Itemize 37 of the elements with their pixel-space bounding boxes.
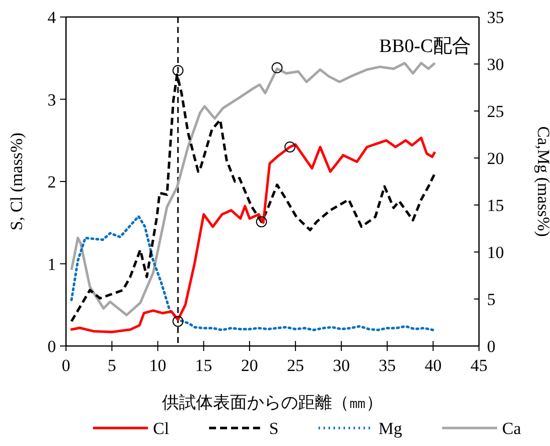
x-tick-label: 0 xyxy=(62,356,70,375)
x-tick-label: 40 xyxy=(424,356,442,375)
point xyxy=(172,64,184,76)
y2-tick-label: 10 xyxy=(487,243,504,262)
x-tick-label: 25 xyxy=(286,356,304,375)
y-tick-label: 0 xyxy=(48,337,56,356)
y-tick-label: 3 xyxy=(48,90,56,110)
y-tick-label: 2 xyxy=(48,172,56,192)
x-tick-label: 35 xyxy=(378,356,396,375)
point xyxy=(172,316,184,327)
y2-tick-label: 0 xyxy=(487,337,496,356)
x-tick-label: 30 xyxy=(332,356,350,375)
line-series xyxy=(69,136,436,334)
text: BB0-C配合 xyxy=(379,36,471,57)
legend-label: Ca xyxy=(502,419,522,438)
y2-tick-label: 35 xyxy=(487,8,504,27)
point xyxy=(284,141,296,152)
y2-tick-label: 15 xyxy=(487,196,504,215)
x-tick-label: 15 xyxy=(195,356,212,375)
y2-tick-label: 25 xyxy=(487,102,504,121)
legend-label: S xyxy=(269,419,279,438)
legend-label: Mg xyxy=(378,419,403,438)
x-tick-label: 5 xyxy=(108,356,116,375)
x-tick-label: 45 xyxy=(470,356,488,375)
y2-tick-label: 20 xyxy=(487,149,504,168)
y-tick-label: 1 xyxy=(48,254,56,274)
y-axis-title: S, Cl (mass%) xyxy=(7,132,26,230)
x-axis-title: 供試体表面からの距離（㎜） xyxy=(162,393,383,412)
y2-axis-title: Ca,Mg (mass%) xyxy=(534,126,550,237)
legend-label: Cl xyxy=(153,419,170,438)
y2-tick-label: 30 xyxy=(487,55,504,74)
point xyxy=(256,216,267,228)
line-series xyxy=(70,215,434,332)
y-tick-label: 4 xyxy=(48,8,56,27)
x-tick-label: 10 xyxy=(149,356,166,375)
y2-tick-label: 5 xyxy=(487,290,496,309)
x-tick-label: 20 xyxy=(241,356,258,375)
